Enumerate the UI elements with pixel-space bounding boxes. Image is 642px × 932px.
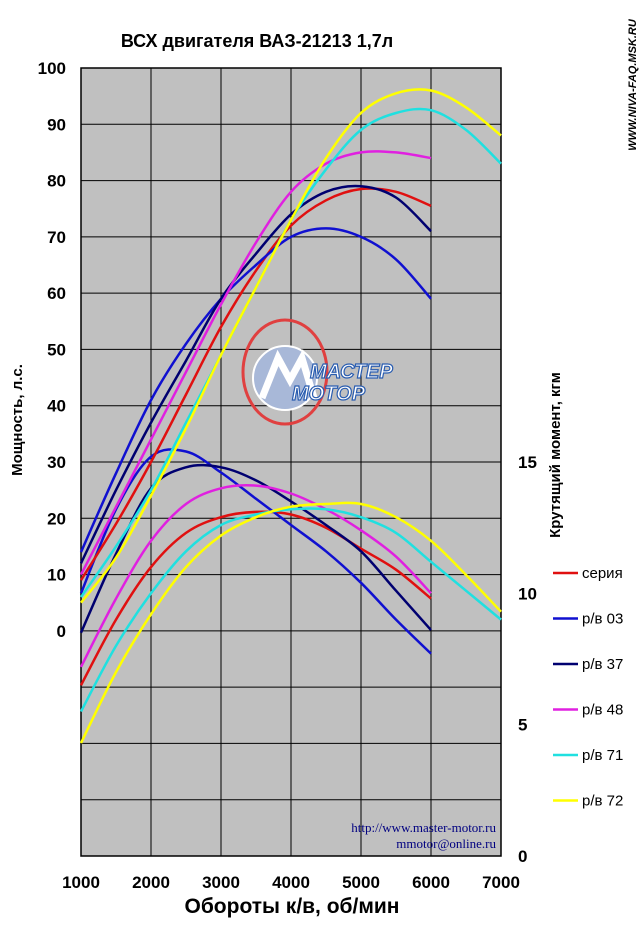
y-tick-label: 90 xyxy=(47,115,66,134)
torque-line xyxy=(79,448,432,655)
power-line xyxy=(79,227,432,553)
x-tick-label: 1000 xyxy=(62,873,100,892)
x-tick-label: 2000 xyxy=(132,873,170,892)
power-line xyxy=(79,150,432,576)
y2-axis-ticks: 15 10 5 0 xyxy=(518,453,537,866)
torque-line xyxy=(79,510,432,686)
y-tick-label: 60 xyxy=(47,284,66,303)
y-tick-label: 70 xyxy=(47,228,66,247)
plot-border xyxy=(80,67,502,857)
logo-text-top: МАСТЕР xyxy=(310,361,393,383)
y-tick-label: 10 xyxy=(47,566,66,585)
x-tick-label: 7000 xyxy=(482,873,520,892)
y2-tick-label: 10 xyxy=(518,584,537,603)
x-tick-label: 3000 xyxy=(202,873,240,892)
torque-line xyxy=(79,483,432,668)
y-tick-label: 50 xyxy=(47,340,66,359)
y-tick-label: 100 xyxy=(38,59,66,78)
legend-label: р/в 37 xyxy=(582,656,623,673)
y2-tick-label: 15 xyxy=(518,453,537,472)
y-tick-label: 30 xyxy=(47,453,66,472)
y2-axis-label: Крутящий момент, кгм xyxy=(547,372,564,538)
power-line xyxy=(79,184,432,564)
x-tick-label: 4000 xyxy=(272,873,310,892)
power-line xyxy=(79,187,432,581)
side-watermark-url: WWW.NIVA-FAQ.MSK.RU xyxy=(627,18,639,151)
y-tick-label: 20 xyxy=(47,509,66,528)
x-axis-label: Обороты к/в, об/мин xyxy=(184,895,399,918)
y2-tick-label: 0 xyxy=(518,847,527,866)
logo-text-bottom: МОТОР xyxy=(292,383,366,405)
chart-title: ВСХ двигателя ВАЗ-21213 1,7л xyxy=(121,31,393,51)
y2-tick-label: 5 xyxy=(518,716,527,735)
torque-line xyxy=(79,501,502,744)
legend: серия р/в 03 р/в 37 р/в 48 р/в 71 р/в 72 xyxy=(553,565,623,810)
x-tick-label: 5000 xyxy=(342,873,380,892)
website-text: http://www.master-motor.ru xyxy=(351,820,496,835)
master-motor-logo: МАСТЕР МОТОР xyxy=(241,318,394,426)
y-tick-label: 40 xyxy=(47,397,66,416)
torque-line xyxy=(79,507,502,713)
email-text: mmotor@online.ru xyxy=(396,836,496,851)
y-tick-label: 80 xyxy=(47,172,66,191)
power-line xyxy=(80,88,502,604)
legend-label: р/в 71 xyxy=(582,747,623,764)
y-axis-label: Мощность, л.с. xyxy=(9,364,26,476)
x-tick-label: 6000 xyxy=(412,873,450,892)
legend-label: р/в 72 xyxy=(582,793,623,810)
x-axis-ticks: 1000 2000 3000 4000 5000 6000 7000 xyxy=(62,873,520,892)
y-tick-label: 0 xyxy=(57,622,66,641)
legend-label: серия xyxy=(582,565,623,582)
legend-label: р/в 48 xyxy=(582,702,623,719)
series-lines xyxy=(79,88,502,744)
legend-label: р/в 03 xyxy=(582,611,623,628)
